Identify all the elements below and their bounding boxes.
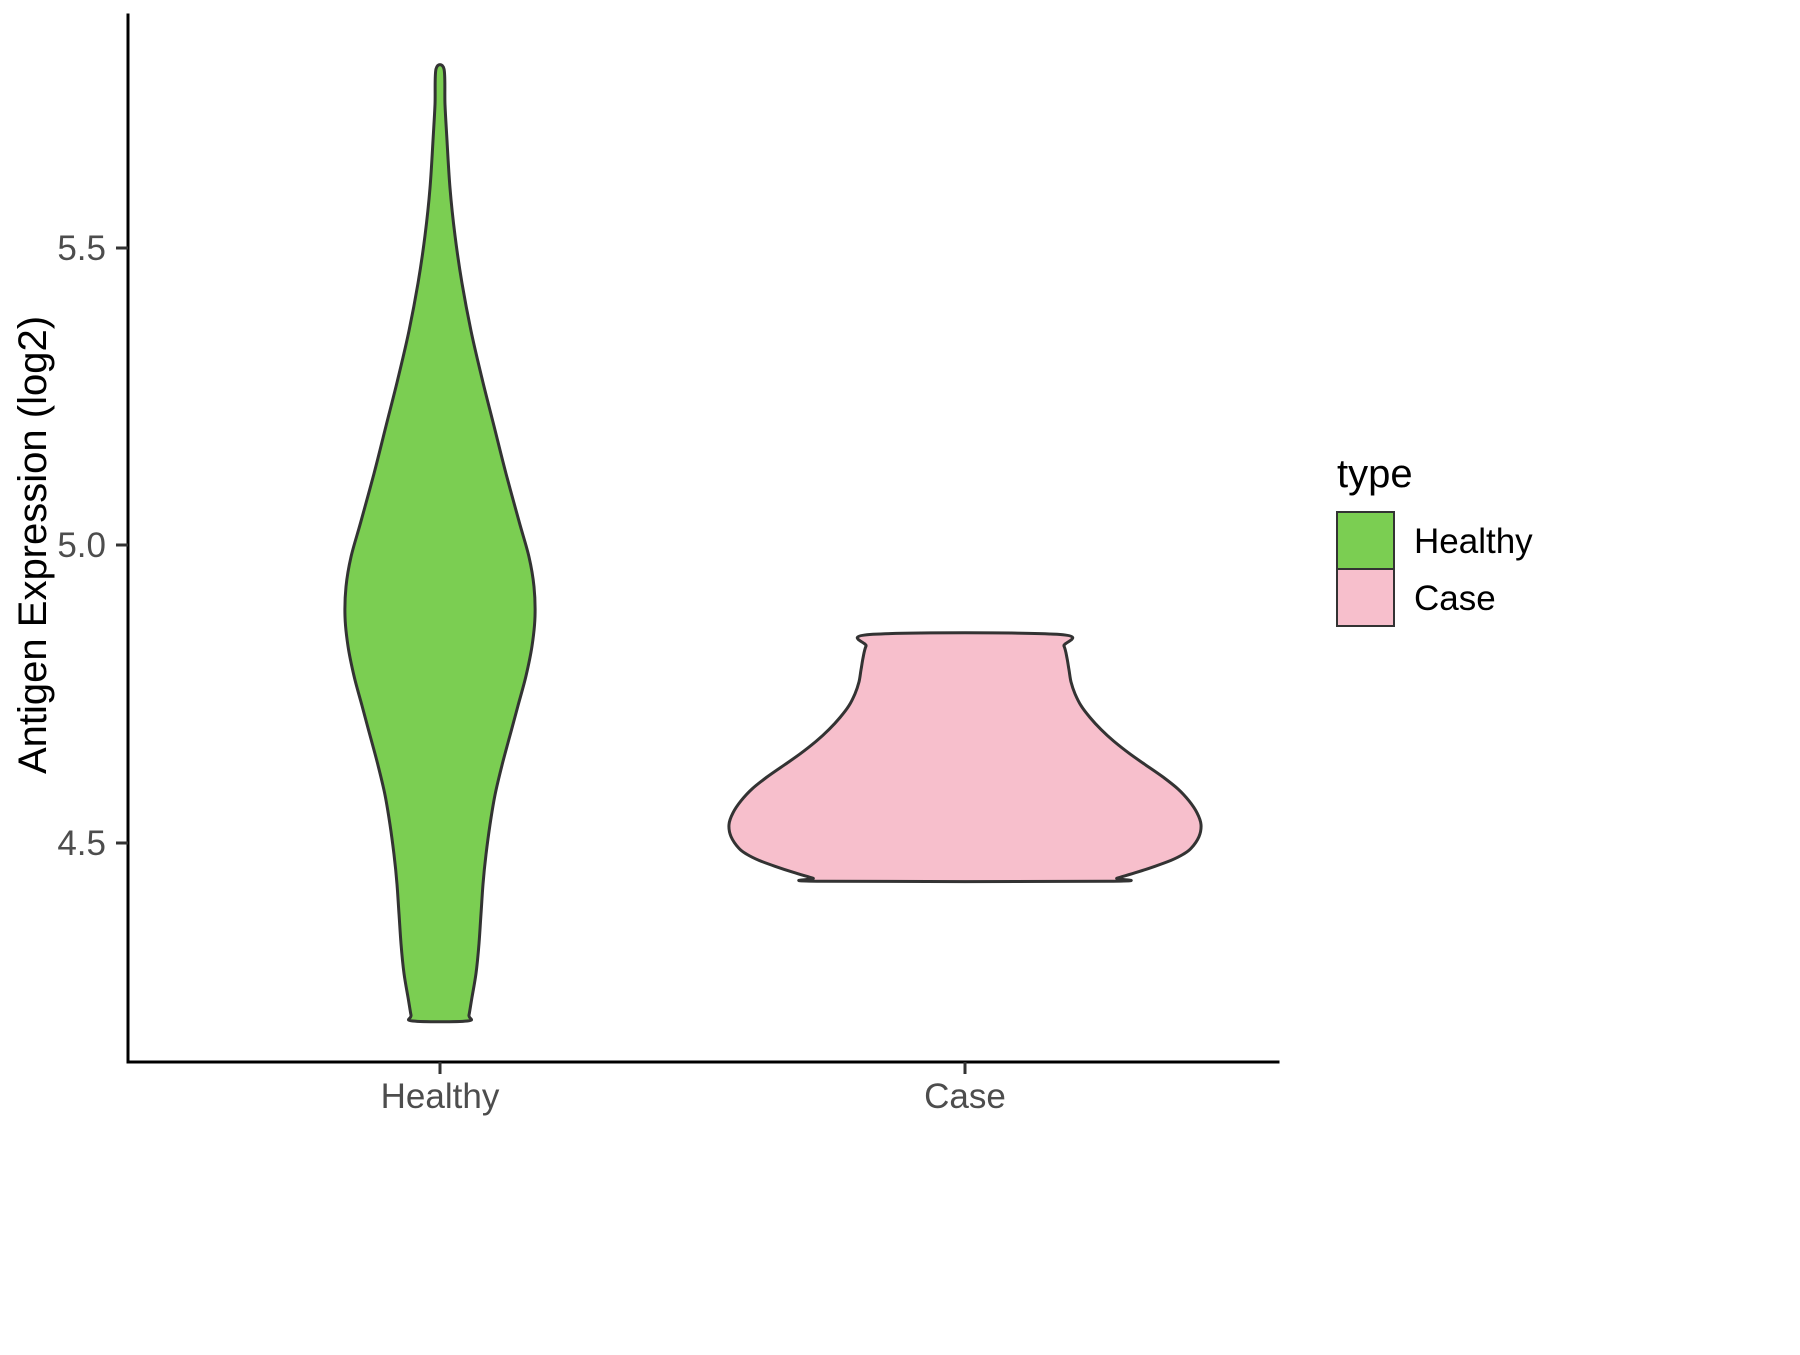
x-axis: Healthy Case [126,1060,1280,1116]
legend-title: type [1337,452,1413,496]
y-axis: 4.5 5.0 5.5 Antigen Expression (log2) [11,13,130,1064]
legend-key-healthy [1336,511,1395,570]
violin-case [727,631,1203,884]
legend-label-healthy: Healthy [1414,522,1533,561]
x-tick-label-case: Case [924,1077,1006,1116]
violins [343,63,1203,1024]
y-tick-label-5-0: 5.0 [57,526,106,565]
violin-healthy [343,63,537,1024]
legend-label-case: Case [1414,579,1496,618]
y-tick-label-5-5: 5.5 [57,229,106,268]
x-tick-label-healthy: Healthy [381,1077,500,1116]
legend: type Healthy Case [1336,452,1533,627]
legend-key-case [1336,568,1395,627]
y-axis-title: Antigen Expression (log2) [11,316,55,774]
y-tick-label-4-5: 4.5 [57,824,106,863]
